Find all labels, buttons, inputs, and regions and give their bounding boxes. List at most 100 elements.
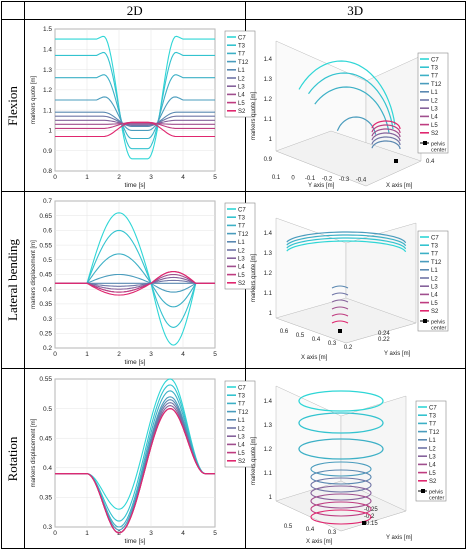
y-tick-label: 0.65 bbox=[39, 212, 52, 219]
trajectory-l3 bbox=[331, 298, 348, 302]
legend-label: S2 bbox=[431, 131, 439, 137]
legend-label: S2 bbox=[238, 109, 246, 115]
trajectory-s2 bbox=[331, 319, 348, 323]
legend-box bbox=[417, 52, 448, 153]
y-tick-label: 1.5 bbox=[43, 26, 52, 33]
legend-marker bbox=[422, 318, 427, 323]
series-line-l2 bbox=[55, 115, 215, 126]
z-tick-label: 1 bbox=[268, 311, 272, 317]
legend-label: L5 bbox=[238, 272, 245, 278]
chart-3d-flexion: 0.9 1 1.1 1.2 1.3 1.4 markers quote [m] 0.1 0 -0.… bbox=[251, 40, 448, 189]
y-tick-label: 0.35 bbox=[39, 494, 52, 501]
series-line-l3 bbox=[55, 119, 215, 125]
chart-3d-lateral-cell: 1 1.1 1.2 1.3 1.4 markers quote [m] 0.6 0.5 0.4 0… bbox=[244, 191, 466, 369]
legend-box bbox=[415, 400, 446, 501]
row-label-flexion: Flexion bbox=[5, 85, 20, 126]
legend-label: C7 bbox=[238, 385, 246, 391]
x-axis-label: time [s] bbox=[125, 182, 146, 189]
x-tick-label: 4 bbox=[181, 174, 185, 181]
legend-label: L1 bbox=[238, 240, 245, 246]
trajectory-l1 bbox=[371, 139, 401, 149]
legend-label: T7 bbox=[429, 421, 437, 427]
row-label-lateral: Lateral bending bbox=[5, 239, 20, 321]
x-tick-label: 0.2 bbox=[343, 345, 352, 351]
pelvis-center-marker bbox=[361, 520, 366, 525]
trajectory-t12 bbox=[336, 115, 376, 135]
legend-label: pelvis bbox=[431, 319, 445, 325]
corner-cell bbox=[1, 1, 25, 20]
y-axis-label: markers displacement [m] bbox=[31, 418, 37, 487]
legend-label: T3 bbox=[429, 413, 437, 419]
legend-label: L1 bbox=[238, 68, 245, 74]
z-axis-label: markers quote [m] bbox=[251, 91, 257, 140]
legend-label: L1 bbox=[431, 268, 438, 274]
legend-label: L2 bbox=[238, 76, 245, 82]
axis-floor bbox=[274, 130, 422, 186]
x-axis-label: time [s] bbox=[125, 359, 146, 366]
x-tick-label: 0.4 bbox=[311, 337, 320, 343]
x-tick-label: 1 bbox=[85, 174, 89, 181]
x-tick-label: 1 bbox=[85, 530, 89, 537]
z-tick-label: 1.3 bbox=[263, 423, 272, 429]
legend-label: L4 bbox=[238, 442, 245, 448]
trajectory-l1 bbox=[309, 468, 372, 485]
x-axis-label: Y axis [m] bbox=[308, 183, 335, 189]
legend-label: T3 bbox=[431, 65, 439, 71]
z-tick-label: 1.3 bbox=[263, 251, 272, 257]
trajectory-l4 bbox=[371, 127, 401, 137]
legend-label: T3 bbox=[238, 215, 246, 221]
legend-label: center bbox=[429, 495, 444, 501]
x-tick-label: 0 bbox=[53, 351, 57, 358]
trajectory-l5 bbox=[371, 123, 401, 133]
x-tick-label: -0.3 bbox=[338, 177, 349, 183]
chart-2d-flexion: 0 1 2 3 4 5 0.8 0.9 1 1.1 1.2 1.3 1.4 1.5 time [s] mark… bbox=[31, 26, 256, 189]
chart-3d-rotation: 1 1.1 1.2 1.3 1.4 markers quote [m] 0.5 0.4 0.3 -… bbox=[251, 385, 446, 545]
y-tick-label: 0.7 bbox=[43, 198, 52, 205]
chart-2d-rotation: 0 1 2 3 4 5 0.3 0.35 0.4 0.45 0.5 0.55 time [s] marke… bbox=[31, 376, 256, 545]
legend-label: C7 bbox=[431, 57, 439, 63]
legend-label: C7 bbox=[238, 207, 246, 213]
trajectory-t7 bbox=[297, 437, 384, 460]
legend-label: L5 bbox=[238, 100, 245, 106]
y-axis-label: Y axis [m] bbox=[384, 351, 411, 357]
legend-label: T12 bbox=[238, 231, 249, 237]
legend-label: T12 bbox=[429, 429, 440, 435]
legend-label: T12 bbox=[238, 409, 249, 415]
x-tick-label: -0.2 bbox=[321, 176, 332, 182]
row-label-rotation: Rotation bbox=[5, 436, 20, 481]
series-line-s2 bbox=[55, 407, 215, 533]
legend-label: L1 bbox=[238, 418, 245, 424]
trajectory-l2 bbox=[371, 135, 401, 145]
z-side-label: X axis [m] bbox=[386, 183, 413, 189]
legend-marker bbox=[422, 140, 427, 145]
legend-label: L1 bbox=[431, 90, 438, 96]
legend-label: T7 bbox=[238, 401, 246, 407]
trajectory-l2 bbox=[331, 291, 348, 295]
legend-marker bbox=[420, 488, 425, 493]
y-tick-label: 0.3 bbox=[43, 315, 52, 322]
legend-label: T7 bbox=[431, 73, 439, 79]
y-tick-label: 0.2 bbox=[43, 345, 52, 352]
x-axis-label: X axis [m] bbox=[306, 539, 333, 545]
legend-label: L1 bbox=[429, 438, 436, 444]
trajectory-l3 bbox=[309, 484, 372, 501]
x-tick-label: 2 bbox=[117, 351, 121, 358]
z-tick-label: 1.1 bbox=[263, 471, 272, 477]
x-tick-label: 2 bbox=[117, 530, 121, 537]
x-tick-label: 1 bbox=[85, 351, 89, 358]
legend-label: L5 bbox=[431, 300, 438, 306]
legend-label: L2 bbox=[431, 276, 438, 282]
x-axis-label: time [s] bbox=[125, 538, 146, 545]
x-tick-label: 3 bbox=[149, 174, 153, 181]
legend-label: S2 bbox=[238, 459, 246, 465]
legend-label: T3 bbox=[238, 393, 246, 399]
legend-label: C7 bbox=[431, 235, 439, 241]
legend-label: center bbox=[431, 147, 446, 153]
trajectory-l1 bbox=[331, 284, 348, 288]
z-tick-label: 1.2 bbox=[263, 271, 272, 277]
legend-label: center bbox=[431, 325, 446, 331]
y-tick-label: 0.55 bbox=[39, 376, 52, 383]
y-tick-label: 0.22 bbox=[378, 337, 390, 343]
series-line-l1 bbox=[55, 111, 215, 127]
